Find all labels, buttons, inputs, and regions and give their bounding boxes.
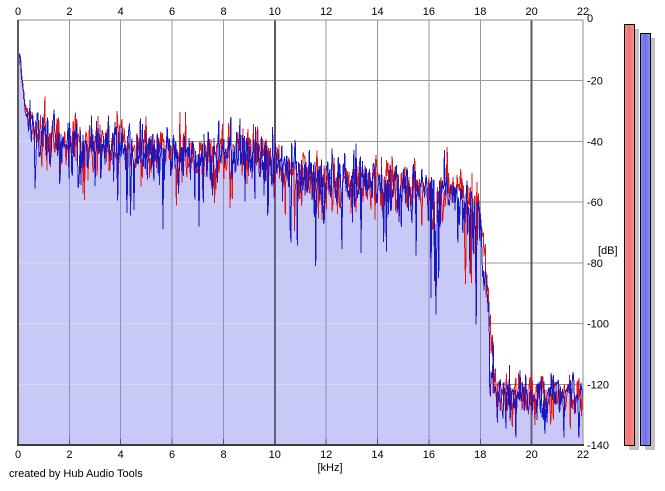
svg-text:18: 18 [474, 449, 486, 461]
svg-text:20: 20 [525, 6, 537, 18]
svg-text:22: 22 [577, 449, 589, 461]
svg-text:16: 16 [423, 6, 435, 18]
svg-text:-20: -20 [587, 76, 603, 88]
svg-text:-120: -120 [587, 379, 609, 391]
svg-text:2: 2 [66, 6, 72, 18]
svg-text:[kHz]: [kHz] [317, 462, 342, 474]
svg-text:-80: -80 [587, 258, 603, 270]
svg-text:6: 6 [169, 6, 175, 18]
svg-text:14: 14 [371, 449, 383, 461]
svg-text:4: 4 [118, 449, 124, 461]
svg-text:0: 0 [15, 6, 21, 18]
svg-text:10: 10 [269, 6, 281, 18]
svg-text:10: 10 [269, 449, 281, 461]
svg-text:[dB]: [dB] [598, 245, 618, 257]
svg-text:4: 4 [118, 6, 124, 18]
svg-text:-140: -140 [587, 440, 609, 452]
svg-text:-40: -40 [587, 136, 603, 148]
svg-text:0: 0 [587, 13, 593, 25]
svg-text:16: 16 [423, 449, 435, 461]
svg-text:20: 20 [525, 449, 537, 461]
svg-text:12: 12 [320, 449, 332, 461]
svg-text:8: 8 [220, 6, 226, 18]
svg-text:2: 2 [66, 449, 72, 461]
svg-text:0: 0 [15, 449, 21, 461]
svg-text:-100: -100 [587, 319, 609, 331]
svg-text:6: 6 [169, 449, 175, 461]
svg-text:8: 8 [220, 449, 226, 461]
svg-text:12: 12 [320, 6, 332, 18]
svg-text:18: 18 [474, 6, 486, 18]
svg-text:created by Hub Audio Tools: created by Hub Audio Tools [9, 468, 143, 480]
svg-text:22: 22 [577, 6, 589, 18]
svg-text:14: 14 [371, 6, 383, 18]
svg-text:-60: -60 [587, 197, 603, 209]
